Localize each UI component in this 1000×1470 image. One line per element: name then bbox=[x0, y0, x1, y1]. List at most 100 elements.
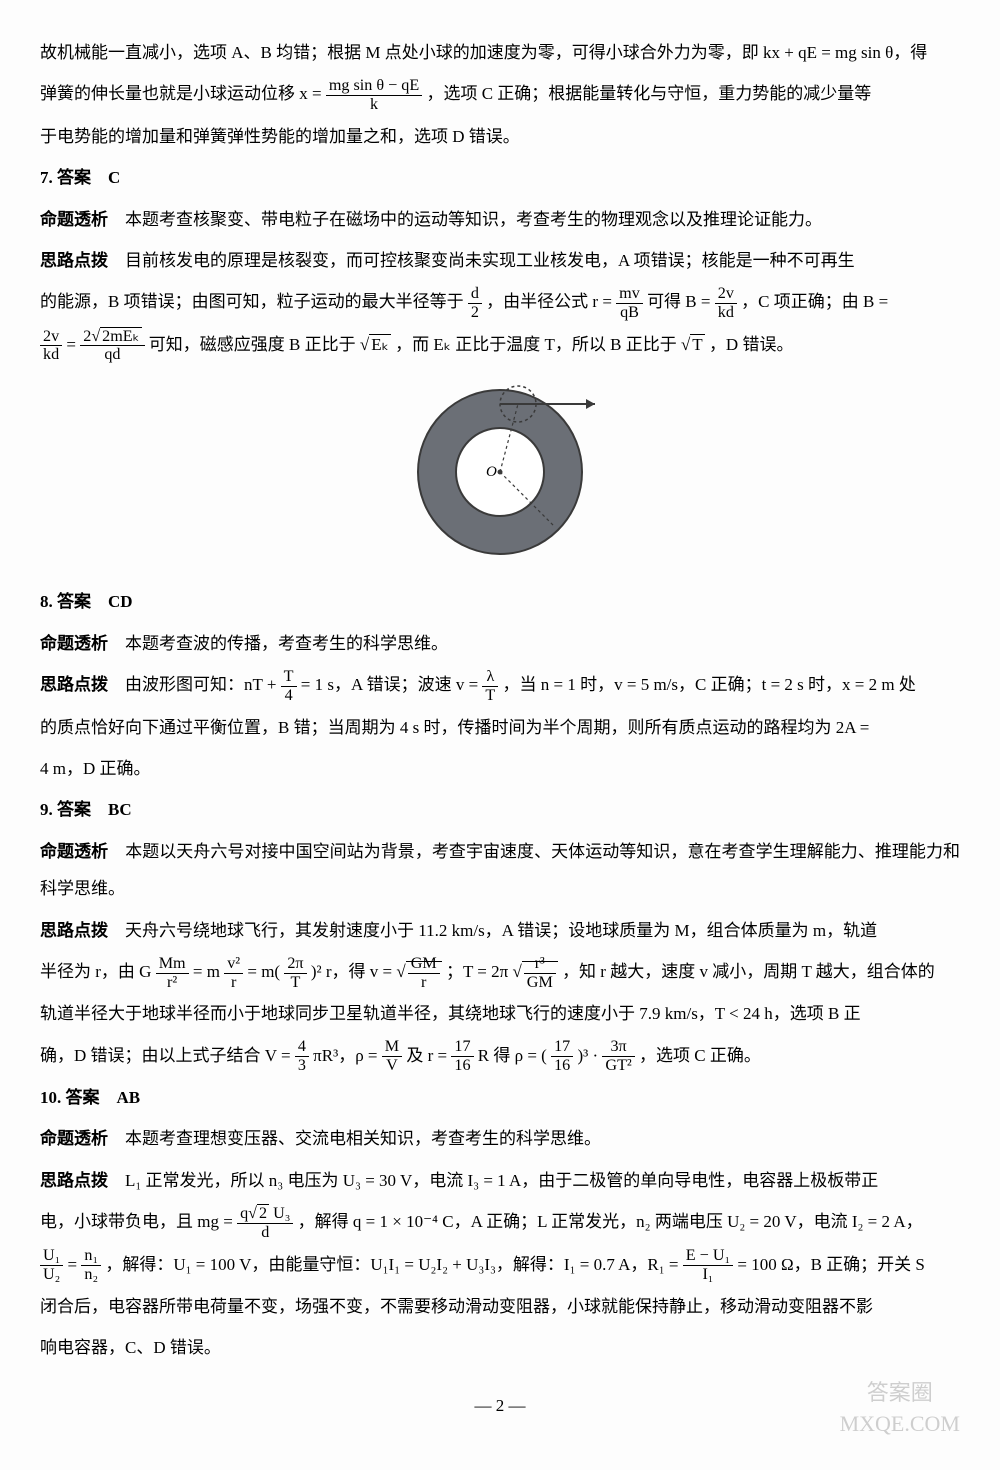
root: 2 bbox=[257, 1204, 269, 1222]
frac: 2πT bbox=[284, 955, 306, 992]
q9-hint-1: 思路点拨 天舟六号绕地球飞行，其发射速度小于 11.2 km/s，A 错误；设地… bbox=[40, 912, 960, 949]
ring-diagram: O bbox=[390, 372, 610, 562]
q10-hint-3: U₁U₂ = n₁n₂ ，解得：U₁ = 100 V，由能量守恒：U₁I₁ = … bbox=[40, 1246, 960, 1284]
text: 电，小球带负电，且 mg = bbox=[40, 1212, 237, 1231]
q8-analysis: 命题透析 本题考查波的传播，考查考生的科学思维。 bbox=[40, 625, 960, 662]
q10-hint-4: 闭合后，电容器所带电荷量不变，场强不变，不需要移动滑动变阻器，小球就能保持静止，… bbox=[40, 1288, 960, 1325]
text: )³ · bbox=[577, 1046, 602, 1065]
q7-hint-2: 的能源，B 项错误；由图可知，粒子运动的最大半径等于 d2 ，由半径公式 r =… bbox=[40, 283, 960, 321]
den: U₂ bbox=[40, 1266, 63, 1284]
num: 17 bbox=[451, 1038, 473, 1057]
root: T bbox=[690, 334, 704, 354]
num: r³ bbox=[524, 955, 556, 974]
num: E − U₁ bbox=[683, 1247, 733, 1266]
label: 思路点拨 bbox=[40, 251, 108, 270]
q7-hint-1: 思路点拨 目前核发电的原理是核裂变，而可控核聚变尚未实现工业核发电，A 项错误；… bbox=[40, 242, 960, 279]
q10-head: 10. 答案 AB bbox=[40, 1079, 960, 1116]
den: kd bbox=[715, 304, 737, 322]
frac: 22mEₖ qd bbox=[80, 328, 144, 365]
num: 3π bbox=[602, 1038, 634, 1057]
text: 由波形图可知：nT + bbox=[108, 675, 281, 694]
q9-analysis: 命题透析 本题以天舟六号对接中国空间站为背景，考查宇宙速度、天体运动等知识，意在… bbox=[40, 833, 960, 908]
frac: λT bbox=[482, 668, 498, 705]
frac: E − U₁I₁ bbox=[683, 1247, 733, 1284]
num: mg sin θ − qE bbox=[326, 77, 422, 96]
q10-analysis: 命题透析 本题考查理想变压器、交流电相关知识，考查考生的科学思维。 bbox=[40, 1120, 960, 1157]
den: GM bbox=[524, 974, 556, 992]
frac: U₁U₂ bbox=[40, 1247, 63, 1284]
text: ，解得：U₁ = 100 V，由能量守恒：U₁I₁ = U₂I₂ + U₃I₃，… bbox=[105, 1255, 682, 1274]
frac: 1716 bbox=[451, 1038, 473, 1075]
text: = m( bbox=[247, 962, 280, 981]
q8-head: 8. 答案 CD bbox=[40, 583, 960, 620]
text: ，由半径公式 r = bbox=[486, 292, 616, 311]
text: ，选项 C 正确；根据能量转化与守恒，重力势能的减少量等 bbox=[426, 84, 871, 103]
text: πR³，ρ = bbox=[313, 1046, 382, 1065]
label: 思路点拨 bbox=[40, 675, 108, 694]
text: = 1 s，A 错误；波速 v = bbox=[301, 675, 483, 694]
num: d bbox=[468, 285, 482, 304]
text: = 100 Ω，B 正确；开关 S bbox=[737, 1255, 925, 1274]
den: V bbox=[382, 1057, 402, 1075]
frac: mg sin θ − qE k bbox=[326, 77, 422, 114]
den: k bbox=[326, 96, 422, 114]
num: q2 U₃ bbox=[237, 1205, 293, 1224]
page-number: — 2 — bbox=[40, 1387, 960, 1424]
q10-hint-5: 响电容器，C、D 错误。 bbox=[40, 1329, 960, 1366]
sqrt-icon bbox=[360, 335, 369, 354]
den: 3 bbox=[295, 1057, 309, 1075]
num: M bbox=[382, 1038, 402, 1057]
label: 命题透析 bbox=[40, 634, 108, 653]
text: = bbox=[68, 1255, 82, 1274]
intro-line2: 弹簧的伸长量也就是小球运动位移 x = mg sin θ − qE k ，选项 … bbox=[40, 75, 960, 113]
num: n₁ bbox=[81, 1247, 101, 1266]
sqrt-icon bbox=[248, 1205, 257, 1222]
num: 4 bbox=[295, 1038, 309, 1057]
text: ，选项 C 正确。 bbox=[639, 1046, 761, 1065]
num: v² bbox=[224, 955, 243, 974]
q9-hint-3: 轨道半径大于地球半径而小于地球同步卫星轨道半径，其绕地球飞行的速度小于 7.9 … bbox=[40, 995, 960, 1032]
den: r bbox=[408, 974, 440, 992]
den: r² bbox=[156, 974, 189, 992]
frac: 3πGT² bbox=[602, 1038, 634, 1075]
text: 本题考查核聚变、带电粒子在磁场中的运动等知识，考查考生的物理观念以及推理论证能力… bbox=[108, 210, 822, 229]
den: qd bbox=[80, 346, 144, 364]
frac: T4 bbox=[281, 668, 297, 705]
den: r bbox=[224, 974, 243, 992]
text: 本题考查理想变压器、交流电相关知识，考查考生的科学思维。 bbox=[108, 1129, 601, 1148]
text: 及 r = bbox=[406, 1046, 451, 1065]
sqrt-icon bbox=[512, 962, 521, 981]
den: I₁ bbox=[683, 1266, 733, 1284]
text: 弹簧的伸长量也就是小球运动位移 x = bbox=[40, 84, 326, 103]
root: r³GM bbox=[522, 961, 558, 981]
text: 目前核发电的原理是核裂变，而可控核聚变尚未实现工业核发电，A 项错误；核能是一种… bbox=[108, 251, 855, 270]
label: 命题透析 bbox=[40, 210, 108, 229]
den: 16 bbox=[551, 1057, 573, 1075]
num: Mm bbox=[156, 955, 189, 974]
label: 思路点拨 bbox=[40, 1171, 108, 1190]
den: GT² bbox=[602, 1057, 634, 1075]
frac: d2 bbox=[468, 285, 482, 322]
root: 2mEₖ bbox=[100, 327, 141, 345]
q8-hint-1: 思路点拨 由波形图可知：nT + T4 = 1 s，A 错误；波速 v = λT… bbox=[40, 666, 960, 704]
text: 本题考查波的传播，考查考生的科学思维。 bbox=[108, 634, 448, 653]
q7-head: 7. 答案 C bbox=[40, 159, 960, 196]
num: 17 bbox=[551, 1038, 573, 1057]
num: GM bbox=[408, 955, 440, 974]
text: 可知，磁感应强度 B 正比于 bbox=[149, 335, 360, 354]
q8-hint-2: 的质点恰好向下通过平衡位置，B 错；当周期为 4 s 时，传播时间为半个周期，则… bbox=[40, 709, 960, 746]
text: 的能源，B 项错误；由图可知，粒子运动的最大半径等于 bbox=[40, 292, 468, 311]
frac: mvqB bbox=[616, 285, 643, 322]
text: ，而 Eₖ 正比于温度 T，所以 B 正比于 bbox=[395, 335, 681, 354]
q9-head: 9. 答案 BC bbox=[40, 791, 960, 828]
den: T bbox=[284, 974, 306, 992]
text: ，知 r 越大，速度 v 减小，周期 T 越大，组合体的 bbox=[562, 962, 935, 981]
text: 天舟六号绕地球飞行，其发射速度小于 11.2 km/s，A 错误；设地球质量为 … bbox=[108, 921, 877, 940]
root: Eₖ bbox=[369, 334, 391, 354]
den: d bbox=[237, 1224, 293, 1242]
num: 2π bbox=[284, 955, 306, 974]
q10-hint-1: 思路点拨 L₁ 正常发光，所以 n₃ 电压为 U₃ = 30 V，电流 I₃ =… bbox=[40, 1162, 960, 1199]
text: ，D 错误。 bbox=[709, 335, 794, 354]
num: 22mEₖ bbox=[80, 328, 144, 347]
root: GMr bbox=[406, 961, 442, 981]
